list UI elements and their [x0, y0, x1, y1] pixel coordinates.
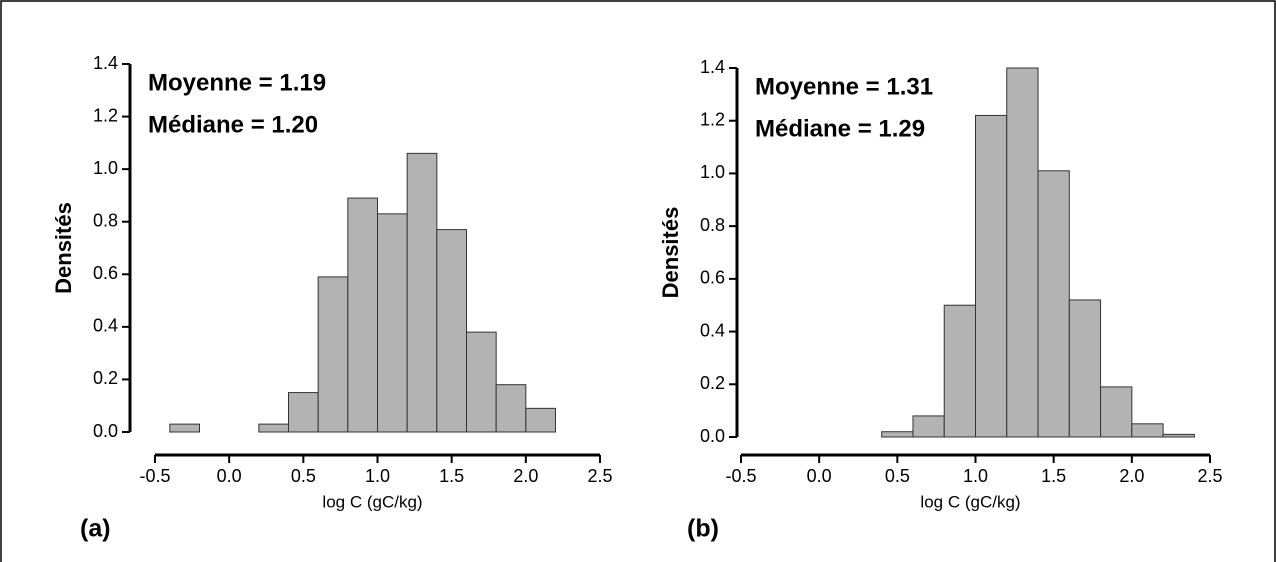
histogram-bar: [975, 114, 1008, 438]
annotation: Moyenne = 1.19: [148, 69, 326, 96]
y-tick-label: 1.0: [700, 162, 725, 182]
y-tick-label: 0.8: [93, 210, 118, 230]
annotation: Médiane = 1.29: [755, 115, 925, 142]
histogram-bar: [169, 423, 200, 433]
histogram-bar: [1037, 170, 1070, 438]
histogram-bar: [406, 152, 438, 433]
x-tick-label: -0.5: [139, 466, 170, 486]
y-tick-label: 0.0: [93, 421, 118, 441]
histogram-bar: [436, 229, 468, 433]
y-axis-label: Densités: [51, 202, 76, 294]
x-tick-label: 1.0: [365, 466, 390, 486]
x-tick-label: 2.5: [1197, 466, 1222, 486]
annotation: Médiane = 1.20: [148, 111, 318, 138]
y-tick-label: 0.4: [93, 316, 118, 336]
annotation: Moyenne = 1.31: [755, 73, 933, 100]
x-tick-label: -0.5: [725, 466, 756, 486]
histogram-bar: [1131, 423, 1164, 438]
y-tick-label: 0.4: [700, 320, 725, 340]
y-tick-label: 0.8: [700, 215, 725, 235]
histogram-bar: [525, 407, 556, 433]
x-tick-label: 0.5: [885, 466, 910, 486]
y-tick-label: 1.4: [700, 57, 725, 77]
x-tick-label: 0.0: [217, 466, 242, 486]
histogram-bar: [1006, 67, 1039, 438]
y-tick-label: 0.6: [93, 263, 118, 283]
histogram-bar: [1068, 299, 1102, 438]
x-tick-label: 0.0: [807, 466, 832, 486]
histogram-bar: [495, 384, 527, 433]
histogram-bar: [347, 197, 379, 433]
y-tick-label: 0.2: [700, 373, 725, 393]
x-tick-label: 1.0: [963, 466, 988, 486]
y-tick-label: 0.6: [700, 268, 725, 288]
histogram-bar: [1162, 433, 1195, 438]
y-tick-label: 1.2: [93, 105, 118, 125]
x-tick-label: 2.5: [587, 466, 612, 486]
histogram-bar: [377, 213, 408, 433]
histogram-bar: [466, 331, 497, 433]
y-tick-label: 0.0: [700, 426, 725, 446]
histogram-bar: [288, 392, 319, 433]
histogram-bar: [881, 431, 914, 438]
histogram-bar: [943, 304, 977, 438]
y-tick-label: 1.0: [93, 158, 118, 178]
y-tick-label: 0.2: [93, 368, 118, 388]
panel-label: (b): [687, 515, 719, 543]
y-axis-label: Densités: [658, 207, 683, 299]
x-axis-label: log C (gC/kg): [920, 492, 1020, 511]
y-tick-label: 1.2: [700, 109, 725, 129]
histogram-bar: [1100, 386, 1133, 438]
histogram-bar: [317, 276, 349, 433]
panel-label: (a): [80, 515, 111, 543]
x-tick-label: 1.5: [1041, 466, 1066, 486]
x-tick-label: 1.5: [439, 466, 464, 486]
histogram-bar: [258, 423, 290, 433]
histogram-bar: [912, 415, 945, 438]
x-tick-label: 0.5: [291, 466, 316, 486]
x-tick-label: 2.0: [1119, 466, 1144, 486]
x-axis-label: log C (gC/kg): [322, 492, 422, 511]
y-tick-label: 1.4: [93, 53, 118, 73]
x-tick-label: 2.0: [513, 466, 538, 486]
